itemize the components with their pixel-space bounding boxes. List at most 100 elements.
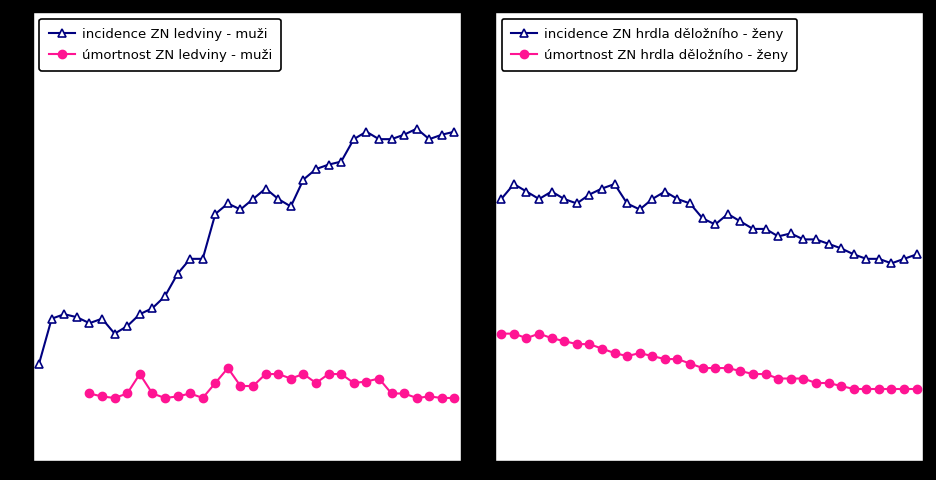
Line: úmortnost ZN ledviny - muži: úmortnost ZN ledviny - muži (85, 364, 458, 402)
úmortnost ZN hrdla děložního - ženy (621, 353, 632, 359)
úmortnost ZN ledviny - muži (222, 365, 233, 371)
úmortnost ZN hrdla děložního - ženy (747, 371, 758, 377)
incidence ZN hrdla děložního - ženy (621, 201, 632, 206)
úmortnost ZN hrdla děložního - ženy (583, 341, 594, 347)
Legend: incidence ZN hrdla děložního - ženy, úmortnost ZN hrdla děložního - ženy: incidence ZN hrdla děložního - ženy, úmo… (501, 19, 797, 71)
incidence ZN ledviny - muži (109, 331, 120, 336)
úmortnost ZN hrdla děložního - ženy (810, 380, 821, 386)
incidence ZN ledviny - muži (83, 320, 95, 326)
incidence ZN ledviny - muži (197, 256, 208, 262)
incidence ZN hrdla děložního - ženy (784, 230, 796, 236)
incidence ZN ledviny - muži (360, 129, 372, 134)
úmortnost ZN ledviny - muži (335, 371, 346, 377)
úmortnost ZN ledviny - muži (436, 395, 447, 401)
úmortnost ZN hrdla děložního - ženy (659, 356, 670, 362)
incidence ZN hrdla děložního - ženy (772, 234, 783, 240)
incidence ZN hrdla děložního - ženy (910, 252, 921, 257)
incidence ZN ledviny - muži (335, 159, 346, 165)
incidence ZN hrdla děložního - ženy (608, 181, 620, 187)
úmortnost ZN hrdla děložního - ženy (822, 380, 833, 386)
incidence ZN ledviny - muži (46, 316, 57, 322)
incidence ZN ledviny - muži (285, 204, 296, 209)
incidence ZN hrdla děložního - ženy (571, 201, 582, 206)
úmortnost ZN ledviny - muži (386, 391, 397, 396)
incidence ZN ledviny - muži (147, 305, 158, 311)
úmortnost ZN hrdla děložního - ženy (898, 386, 909, 392)
incidence ZN ledviny - muži (298, 177, 309, 182)
incidence ZN hrdla děložního - ženy (520, 189, 532, 194)
incidence ZN ledviny - muži (247, 196, 258, 202)
úmortnost ZN ledviny - muži (159, 395, 170, 401)
úmortnost ZN ledviny - muži (83, 391, 95, 396)
úmortnost ZN hrdla děložního - ženy (595, 346, 607, 351)
úmortnost ZN hrdla děložního - ženy (558, 338, 569, 344)
úmortnost ZN hrdla děložního - ženy (546, 335, 557, 341)
úmortnost ZN ledviny - muži (411, 395, 422, 401)
úmortnost ZN hrdla děložního - ženy (671, 356, 682, 362)
úmortnost ZN ledviny - muži (373, 376, 384, 382)
úmortnost ZN ledviny - muži (235, 383, 246, 389)
úmortnost ZN ledviny - muži (122, 391, 133, 396)
incidence ZN ledviny - muži (59, 312, 70, 317)
úmortnost ZN ledviny - muži (360, 379, 372, 384)
incidence ZN hrdla děložního - ženy (495, 196, 506, 202)
úmortnost ZN ledviny - muži (323, 371, 334, 377)
úmortnost ZN ledviny - muži (398, 391, 409, 396)
incidence ZN hrdla děložního - ženy (546, 189, 557, 194)
incidence ZN hrdla děložního - ženy (558, 196, 569, 202)
incidence ZN hrdla děložního - ženy (595, 186, 607, 192)
úmortnost ZN hrdla děložního - ženy (872, 386, 884, 392)
incidence ZN ledviny - muži (310, 166, 321, 172)
úmortnost ZN hrdla děložního - ženy (634, 350, 645, 356)
úmortnost ZN ledviny - muži (448, 395, 460, 401)
úmortnost ZN hrdla děložního - ženy (608, 350, 620, 356)
Line: úmortnost ZN hrdla děložního - ženy: úmortnost ZN hrdla děložního - ženy (497, 329, 920, 393)
incidence ZN hrdla děložního - ženy (533, 196, 544, 202)
úmortnost ZN hrdla děložního - ženy (507, 331, 519, 336)
incidence ZN ledviny - muži (323, 162, 334, 168)
úmortnost ZN hrdla děložního - ženy (683, 360, 695, 366)
úmortnost ZN ledviny - muži (310, 380, 321, 386)
úmortnost ZN hrdla děložního - ženy (646, 353, 657, 359)
incidence ZN hrdla děložního - ženy (847, 252, 858, 257)
Line: incidence ZN ledviny - muži: incidence ZN ledviny - muži (35, 124, 458, 368)
úmortnost ZN ledviny - muži (197, 395, 208, 401)
úmortnost ZN hrdla děložního - ženy (495, 331, 506, 336)
úmortnost ZN hrdla děložního - ženy (835, 383, 846, 389)
úmortnost ZN ledviny - muži (423, 394, 434, 399)
incidence ZN ledviny - muži (184, 256, 196, 262)
incidence ZN ledviny - muži (423, 136, 434, 142)
úmortnost ZN ledviny - muži (210, 380, 221, 386)
incidence ZN ledviny - muži (71, 314, 82, 320)
incidence ZN ledviny - muži (411, 126, 422, 132)
incidence ZN hrdla děložního - ženy (583, 192, 594, 197)
úmortnost ZN hrdla děložního - ženy (885, 386, 896, 392)
incidence ZN ledviny - muži (171, 271, 183, 276)
incidence ZN hrdla děložního - ženy (671, 196, 682, 202)
úmortnost ZN hrdla děložního - ženy (571, 341, 582, 347)
incidence ZN ledviny - muži (398, 132, 409, 138)
incidence ZN ledviny - muži (373, 136, 384, 142)
incidence ZN ledviny - muži (448, 129, 460, 134)
incidence ZN ledviny - muži (134, 312, 145, 317)
úmortnost ZN hrdla děložního - ženy (860, 386, 871, 392)
incidence ZN hrdla děložního - ženy (747, 226, 758, 232)
úmortnost ZN hrdla děložního - ženy (772, 376, 783, 382)
incidence ZN hrdla děložního - ženy (507, 181, 519, 187)
incidence ZN ledviny - muži (235, 206, 246, 212)
úmortnost ZN hrdla děložního - ženy (797, 376, 808, 382)
úmortnost ZN hrdla děložního - ženy (533, 331, 544, 336)
úmortnost ZN hrdla děložního - ženy (734, 368, 745, 374)
incidence ZN ledviny - muži (260, 186, 271, 192)
incidence ZN ledviny - muži (272, 196, 284, 202)
úmortnost ZN hrdla děložního - ženy (722, 365, 733, 371)
incidence ZN hrdla děložního - ženy (898, 256, 909, 262)
úmortnost ZN ledviny - muži (298, 371, 309, 377)
úmortnost ZN hrdla děložního - ženy (784, 376, 796, 382)
incidence ZN ledviny - muži (122, 324, 133, 329)
incidence ZN hrdla děložního - ženy (835, 245, 846, 251)
úmortnost ZN ledviny - muži (96, 394, 108, 399)
incidence ZN hrdla děložního - ženy (646, 196, 657, 202)
incidence ZN ledviny - muži (436, 132, 447, 138)
úmortnost ZN hrdla děložního - ženy (696, 365, 708, 371)
